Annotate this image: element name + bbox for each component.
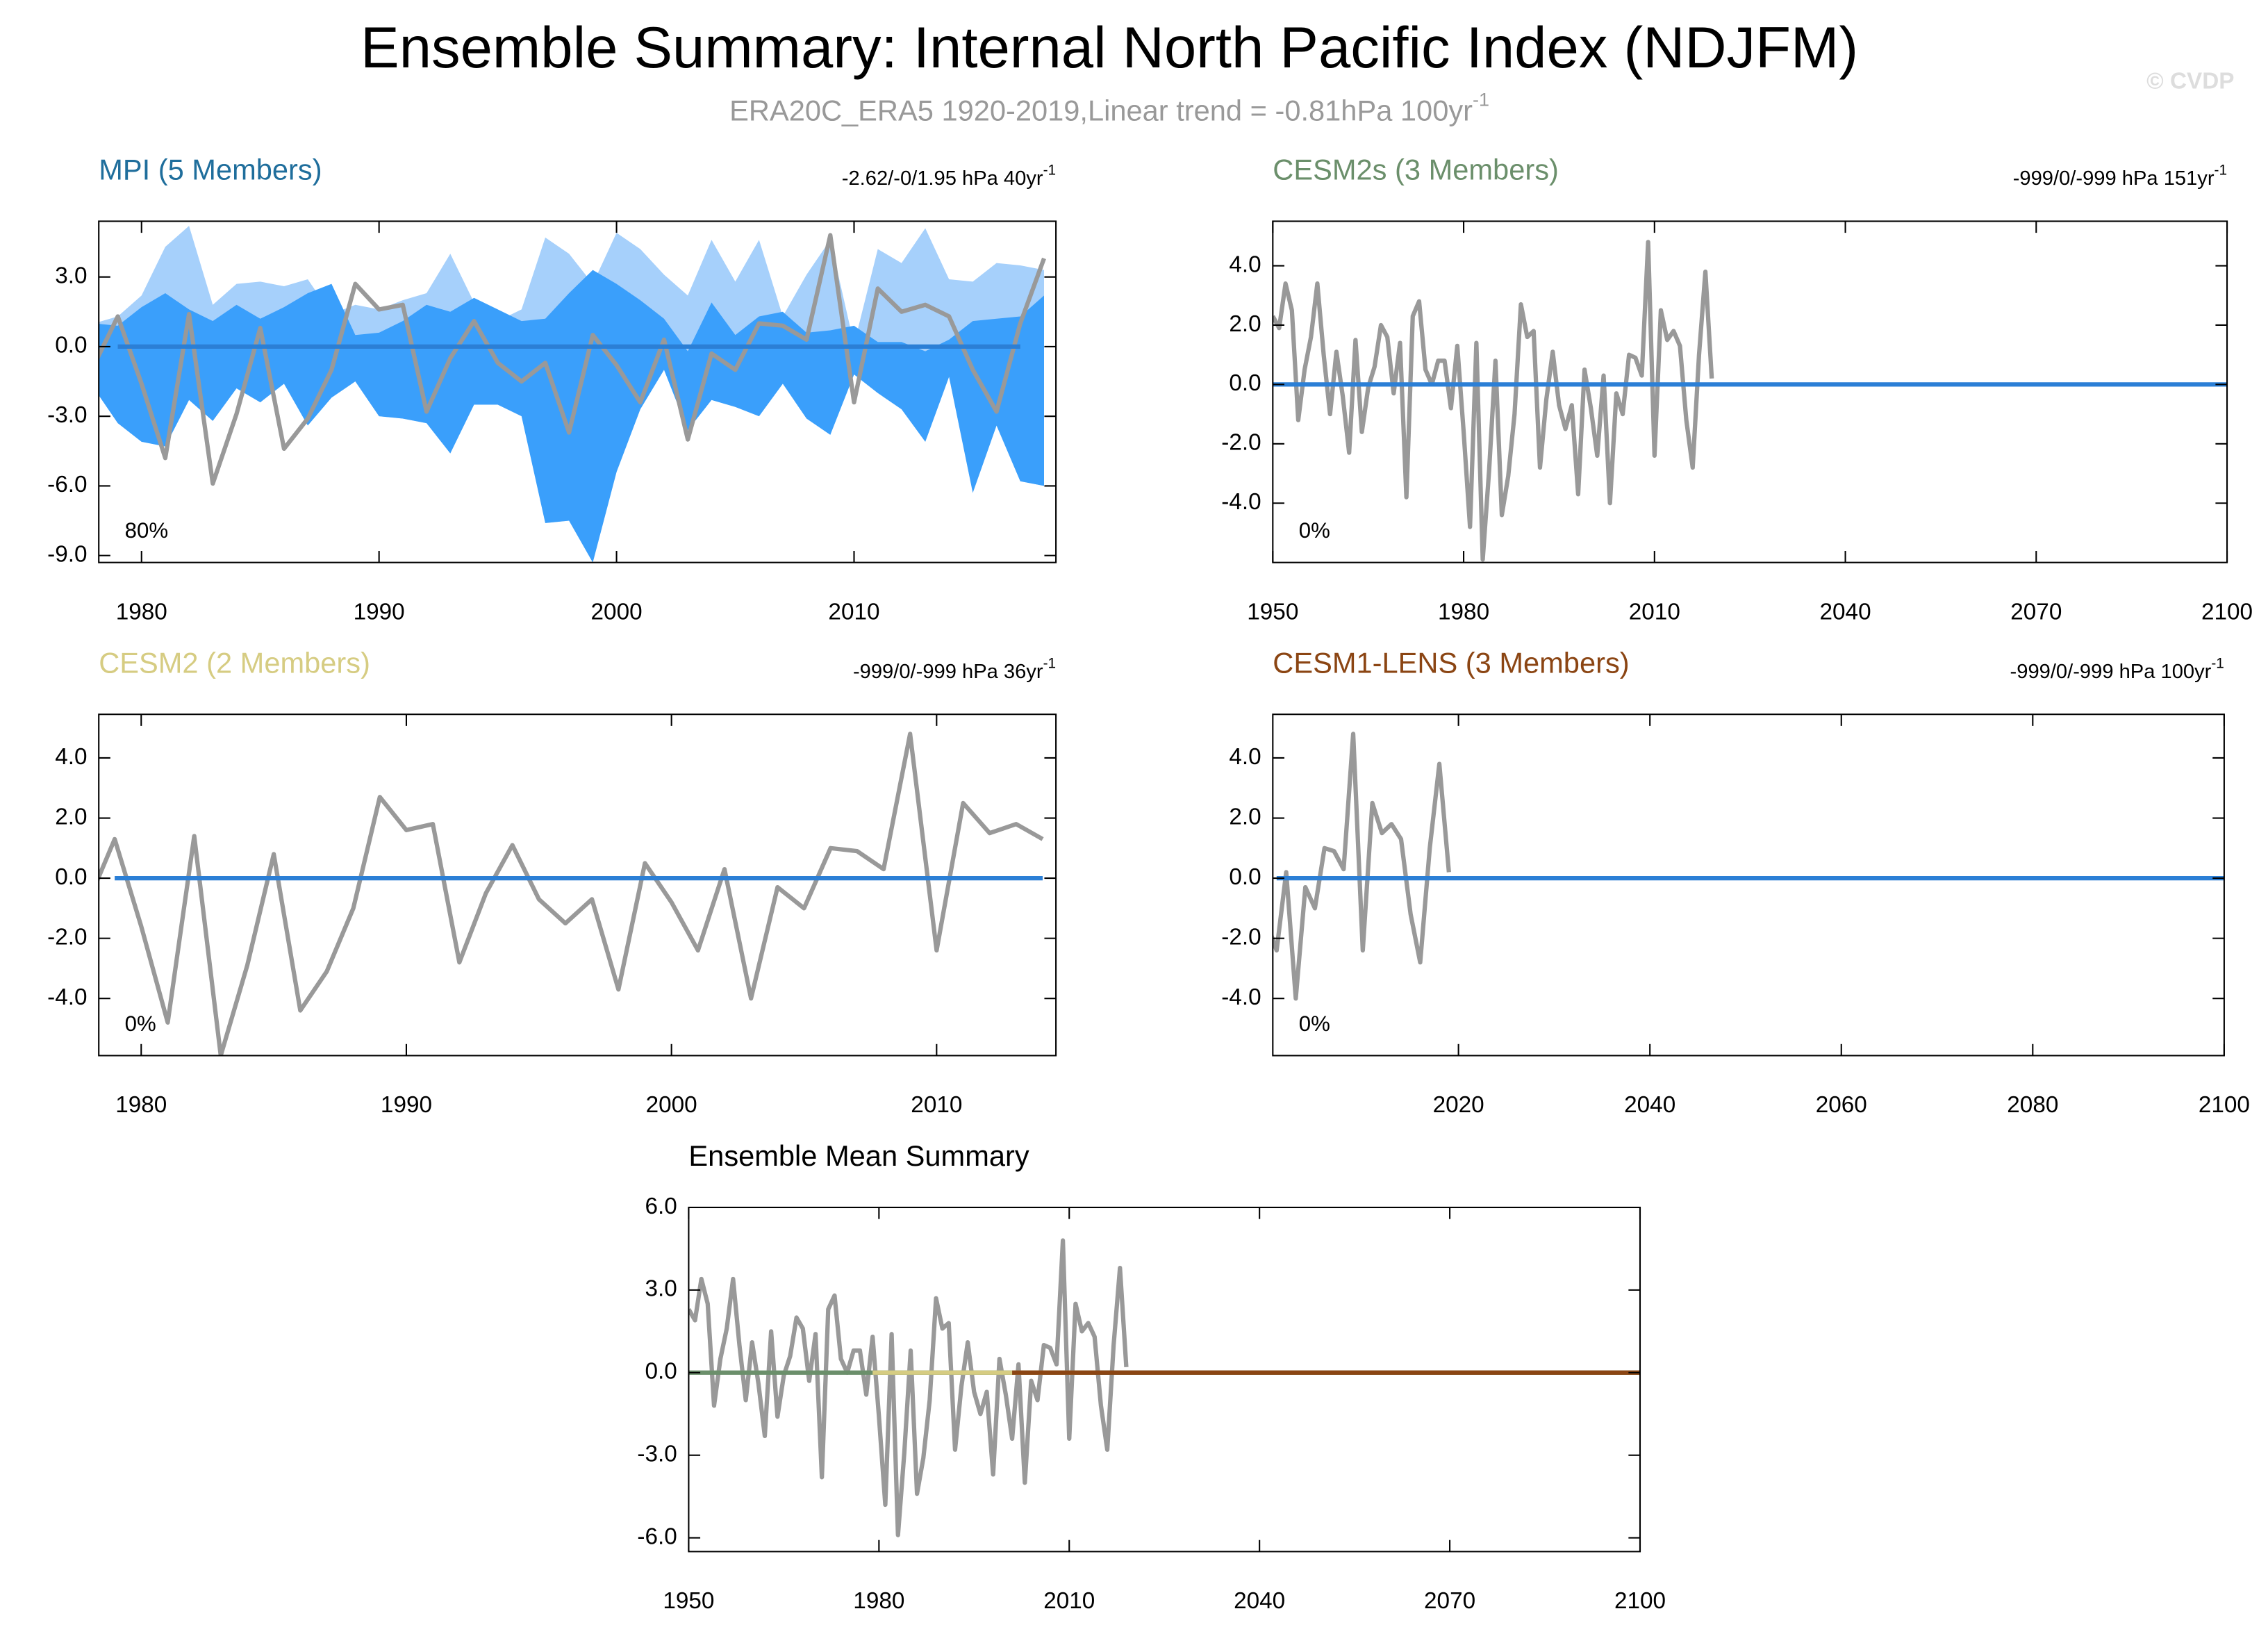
x-tick-label: 1990 [354, 599, 405, 625]
credit: © CVDP [2146, 68, 2234, 94]
x-tick-label: 2100 [1614, 1588, 1666, 1614]
panel: CESM2s (3 Members) -999/0/-999 hPa 151yr-… [1221, 154, 2253, 625]
subtitle-superscript: -1 [1473, 90, 1489, 110]
x-tick-label: 2100 [2201, 599, 2253, 625]
stats-text: -2.62/-0/1.95 hPa 40yr [842, 167, 1043, 190]
plot-area [1273, 732, 2224, 1001]
y-tick-label: -2.0 [47, 924, 87, 950]
x-tick-label: 1980 [1438, 599, 1489, 625]
panel-title: CESM1-LENS (3 Members) [1273, 646, 1629, 679]
x-tick-label: 2080 [2007, 1092, 2058, 1118]
panel: CESM2 (2 Members) -999/0/-999 hPa 36yr-1 0… [47, 646, 1057, 1118]
panel-stats: -999/0/-999 hPa 100yr-1 [2010, 655, 2224, 683]
stats-superscript: -1 [2211, 655, 2224, 671]
y-tick-label: 2.0 [1229, 311, 1261, 337]
series-line [99, 732, 1044, 1056]
y-tick-label: 3.0 [55, 263, 87, 288]
percent-label: 0% [1299, 1012, 1330, 1036]
y-tick-label: -2.0 [1221, 924, 1261, 950]
y-tick-label: -6.0 [47, 472, 87, 497]
series-line [1273, 732, 1451, 1001]
x-tick-label: 2010 [828, 599, 879, 625]
y-tick-label: 0.0 [645, 1359, 677, 1385]
plot-area [99, 732, 1044, 1056]
figure-subtitle: ERA20C_ERA5 1920-2019,Linear trend = -0.… [729, 90, 1489, 127]
x-tick-label: 1980 [853, 1588, 904, 1614]
y-tick-label: -4.0 [1221, 489, 1261, 515]
y-tick-label: 4.0 [1229, 744, 1261, 770]
y-tick-label: 3.0 [645, 1276, 677, 1302]
stats-text: -999/0/-999 hPa 36yr [853, 661, 1043, 683]
percent-label: 0% [1299, 518, 1330, 543]
panel-stats: -999/0/-999 hPa 36yr-1 [853, 655, 1056, 683]
x-tick-label: 2060 [1816, 1092, 1867, 1118]
x-tick-label: 2040 [1234, 1588, 1285, 1614]
stats-superscript: -1 [1043, 655, 1057, 671]
plot-frame [1272, 220, 2228, 563]
series-line [688, 1238, 1129, 1537]
x-tick-label: 2070 [1424, 1588, 1475, 1614]
y-tick-label: -3.0 [637, 1441, 677, 1467]
y-tick-label: 4.0 [55, 744, 87, 770]
x-tick-label: 2000 [646, 1092, 697, 1118]
x-tick-label: 1980 [116, 599, 167, 625]
panel-title: Ensemble Mean Summary [688, 1139, 1029, 1172]
x-tick-label: 2070 [2010, 599, 2062, 625]
series-line [99, 233, 1046, 486]
y-tick-label: -9.0 [47, 541, 87, 567]
x-tick-label: 2010 [1629, 599, 1680, 625]
y-tick-label: 2.0 [1229, 804, 1261, 830]
x-tick-label: 2010 [1043, 1588, 1095, 1614]
subtitle-text: ERA20C_ERA5 1920-2019,Linear trend = -0.… [729, 94, 1473, 126]
y-tick-label: 0.0 [55, 864, 87, 890]
y-tick-label: 0.0 [1229, 864, 1261, 890]
y-tick-label: -4.0 [1221, 984, 1261, 1010]
stats-text: -999/0/-999 hPa 100yr [2010, 661, 2212, 683]
y-tick-label: -4.0 [47, 984, 87, 1010]
y-tick-label: -2.0 [1221, 430, 1261, 456]
series-line [1273, 240, 1714, 562]
plot-frame [98, 220, 1057, 563]
panel-stats: -2.62/-0/1.95 hPa 40yr-1 [842, 162, 1056, 190]
stats-superscript: -1 [1043, 162, 1057, 178]
stats-text: -999/0/-999 hPa 151yr [2013, 167, 2215, 190]
plot-area [99, 226, 1046, 563]
percent-label: 80% [125, 518, 168, 543]
x-tick-label: 1980 [115, 1092, 167, 1118]
y-tick-label: 0.0 [55, 333, 87, 358]
plot-frame [1272, 713, 2225, 1057]
y-tick-label: -6.0 [637, 1524, 677, 1549]
x-tick-label: 2010 [911, 1092, 962, 1118]
panel: MPI (5 Members) -2.62/-0/1.95 hPa 40yr-1 8… [47, 154, 1057, 625]
y-tick-label: 4.0 [1229, 251, 1261, 277]
x-tick-label: 2040 [1624, 1092, 1675, 1118]
x-tick-label: 1950 [1247, 599, 1298, 625]
plot-frame [98, 713, 1057, 1057]
x-tick-label: 1950 [663, 1588, 714, 1614]
panel-title: CESM2 (2 Members) [99, 646, 370, 679]
x-tick-label: 2020 [1433, 1092, 1484, 1118]
figure-title: Ensemble Summary: Internal North Pacific… [361, 15, 1858, 80]
x-tick-label: 2100 [2199, 1092, 2250, 1118]
y-tick-label: 6.0 [645, 1194, 677, 1219]
panel-title: MPI (5 Members) [99, 154, 322, 186]
x-tick-label: 2000 [591, 599, 643, 625]
y-tick-label: 2.0 [55, 804, 87, 830]
stats-superscript: -1 [2215, 162, 2228, 178]
plot-area [688, 1238, 1640, 1537]
x-tick-label: 2040 [1820, 599, 1871, 625]
plot-frame [688, 1206, 1641, 1553]
panel: Ensemble Mean Summary 6.0 3.0 0.0 -3.0 -6.0 19… [637, 1139, 1666, 1614]
percent-label: 0% [125, 1012, 156, 1036]
y-tick-label: -3.0 [47, 402, 87, 428]
panel: CESM1-LENS (3 Members) -999/0/-999 hPa 10… [1221, 646, 2250, 1118]
panel-stats: -999/0/-999 hPa 151yr-1 [2013, 162, 2227, 190]
y-tick-label: 0.0 [1229, 370, 1261, 396]
plot-area [1273, 240, 2228, 562]
x-tick-label: 1990 [381, 1092, 432, 1118]
panel-title: CESM2s (3 Members) [1273, 154, 1559, 186]
